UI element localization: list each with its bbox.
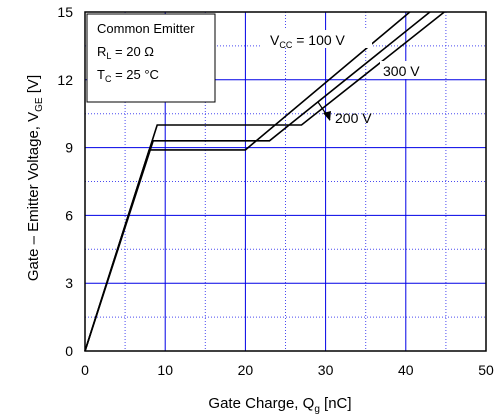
x-tick-label: 40 xyxy=(398,362,414,378)
condition-line-3: TC = 25 °C xyxy=(97,67,159,84)
label-200v: 200 V xyxy=(335,110,372,126)
x-tick-label: 0 xyxy=(81,362,89,378)
y-tick-label: 0 xyxy=(65,343,73,359)
conditions-box: Common Emitter RL = 20 Ω TC = 25 °C xyxy=(86,13,216,103)
series-lines xyxy=(84,11,445,352)
x-axis-title: Gate Charge, Qg [nC] xyxy=(208,395,351,415)
x-tick-label: 10 xyxy=(157,362,173,378)
y-tick-label: 15 xyxy=(57,4,73,20)
vcc-label-bg xyxy=(262,30,372,48)
plot-frame xyxy=(84,11,487,352)
condition-line-1: Common Emitter xyxy=(97,21,195,36)
y-tick-label: 9 xyxy=(65,140,73,156)
condition-line-2: RL = 20 Ω xyxy=(97,44,154,61)
x-tick-label: 50 xyxy=(478,362,494,378)
y-axis-title: Gate – Emitter Voltage, VGE [V] xyxy=(25,75,45,281)
label-300v-bg xyxy=(380,61,426,79)
label-300v: 300 V xyxy=(383,63,420,79)
vcc-100v-label: VCC = 100 V xyxy=(270,32,346,50)
y-tick-label: 6 xyxy=(65,207,73,223)
x-tick-label: 20 xyxy=(238,362,254,378)
y-tick-label: 3 xyxy=(65,275,73,291)
series-line-300v xyxy=(84,11,445,352)
annotation-arrowhead xyxy=(323,111,331,121)
tick-labels: 0 10 20 30 40 50 0 3 6 9 12 15 xyxy=(57,4,494,378)
y-tick-label: 12 xyxy=(57,72,73,88)
x-tick-label: 30 xyxy=(318,362,334,378)
